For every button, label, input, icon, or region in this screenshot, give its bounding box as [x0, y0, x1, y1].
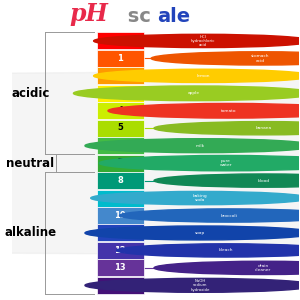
Text: 6: 6	[117, 141, 123, 150]
Circle shape	[85, 278, 300, 292]
Circle shape	[85, 226, 300, 240]
Text: banana: banana	[255, 126, 272, 130]
Text: 12: 12	[114, 246, 126, 255]
Text: 9: 9	[117, 193, 123, 202]
Circle shape	[0, 72, 300, 254]
FancyBboxPatch shape	[97, 32, 144, 50]
Text: stomach
acid: stomach acid	[251, 54, 270, 62]
Text: pH: pH	[69, 2, 108, 26]
Text: alkaline: alkaline	[4, 226, 56, 239]
Text: acidic: acidic	[11, 87, 50, 100]
Circle shape	[154, 174, 300, 187]
Text: 4: 4	[117, 106, 123, 115]
FancyBboxPatch shape	[97, 50, 144, 67]
Circle shape	[85, 139, 300, 153]
FancyBboxPatch shape	[97, 224, 144, 242]
Circle shape	[91, 191, 300, 205]
Text: neutral: neutral	[6, 157, 54, 169]
Circle shape	[154, 261, 300, 274]
Text: HCl
hydrochloric
acid: HCl hydrochloric acid	[191, 34, 215, 47]
FancyBboxPatch shape	[97, 242, 144, 259]
Text: broccoli: broccoli	[220, 214, 237, 218]
Circle shape	[99, 155, 300, 171]
Text: bleach: bleach	[219, 248, 233, 252]
Text: 0: 0	[117, 36, 123, 45]
Text: 8: 8	[117, 176, 123, 185]
FancyBboxPatch shape	[97, 260, 144, 276]
Text: ale: ale	[157, 7, 190, 26]
Text: 1: 1	[117, 54, 123, 63]
Text: lemon: lemon	[196, 74, 210, 78]
Text: baking
soda: baking soda	[193, 194, 207, 202]
FancyBboxPatch shape	[97, 68, 144, 84]
Circle shape	[108, 103, 300, 118]
FancyBboxPatch shape	[97, 102, 144, 119]
Circle shape	[74, 86, 300, 100]
FancyBboxPatch shape	[97, 155, 144, 172]
Text: 7: 7	[117, 158, 123, 167]
Circle shape	[94, 34, 300, 48]
Circle shape	[119, 209, 300, 222]
Text: apple: apple	[188, 91, 200, 95]
Text: pure
water: pure water	[220, 159, 232, 167]
Text: NaOH
sodium
hydroxide: NaOH sodium hydroxide	[190, 279, 210, 292]
Text: milk: milk	[196, 144, 205, 148]
Text: 10: 10	[114, 211, 126, 220]
Text: blood: blood	[257, 178, 269, 183]
Circle shape	[151, 52, 300, 65]
Text: tomato: tomato	[221, 109, 237, 113]
Text: soap: soap	[195, 231, 205, 235]
FancyBboxPatch shape	[97, 137, 144, 154]
Circle shape	[94, 69, 300, 82]
Text: drain
cleaner: drain cleaner	[255, 264, 272, 272]
Circle shape	[154, 122, 300, 135]
Text: 13: 13	[114, 263, 126, 272]
FancyBboxPatch shape	[97, 172, 144, 189]
Text: 2: 2	[117, 71, 123, 80]
Text: sc: sc	[121, 7, 151, 26]
FancyBboxPatch shape	[97, 190, 144, 206]
Text: 11: 11	[114, 228, 126, 237]
FancyBboxPatch shape	[97, 277, 144, 294]
FancyBboxPatch shape	[97, 85, 144, 102]
Text: 3: 3	[117, 88, 123, 98]
Circle shape	[117, 244, 300, 257]
Text: 14: 14	[114, 280, 126, 290]
FancyBboxPatch shape	[97, 120, 144, 137]
Text: 5: 5	[117, 124, 123, 133]
FancyBboxPatch shape	[97, 207, 144, 224]
